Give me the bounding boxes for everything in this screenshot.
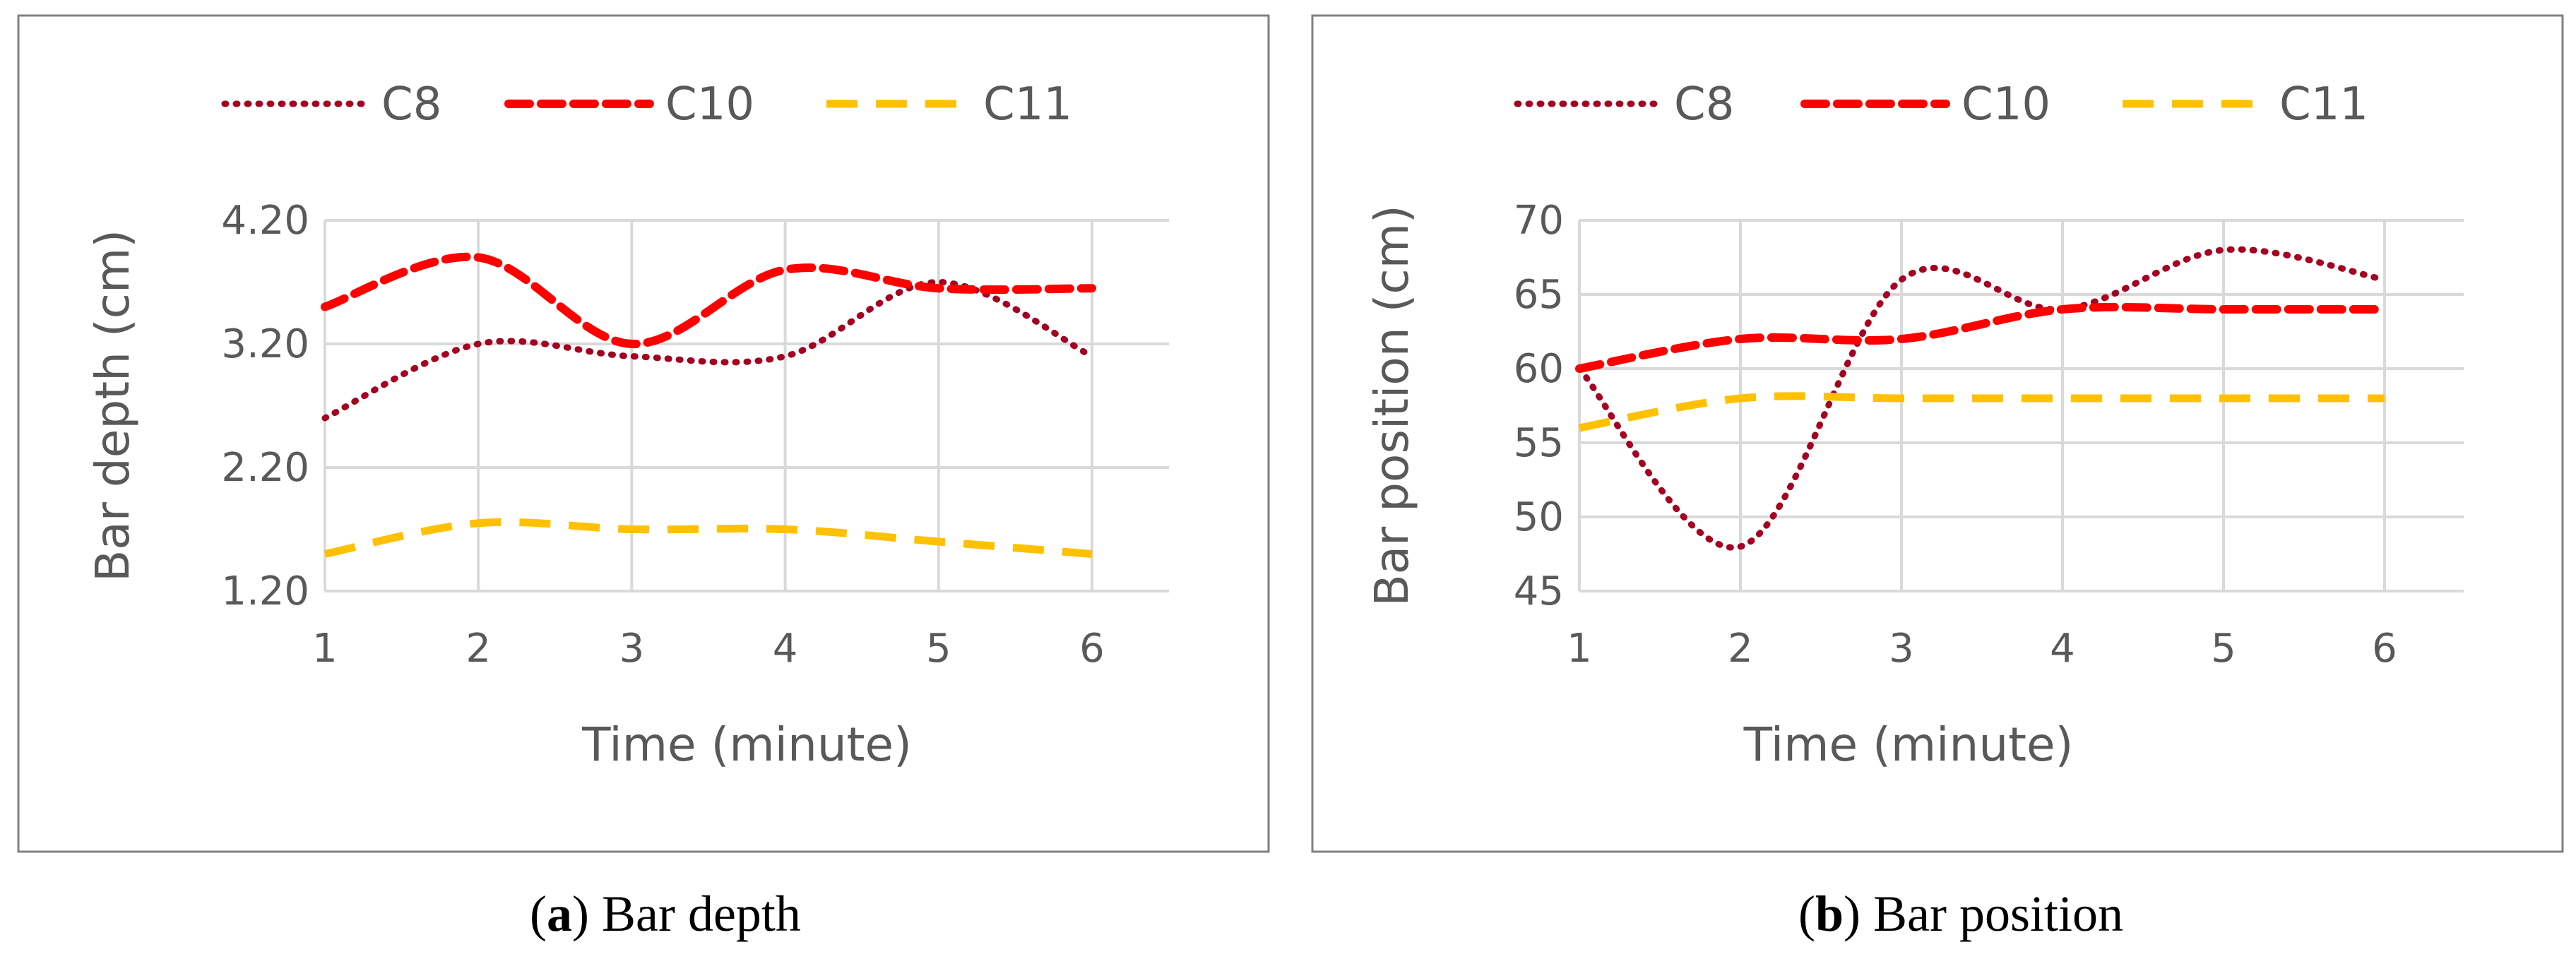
x-tick-label: 3 bbox=[1889, 626, 1914, 672]
series-line-c10 bbox=[321, 252, 1096, 349]
x-tick-label: 6 bbox=[2372, 626, 2397, 672]
y-axis-title: Bar depth (cm) bbox=[85, 230, 140, 582]
chart-panel-a: 1.20 2.20 3.20 4.20 1 2 3 4 5 6 Time (minute) Bar d… bbox=[17, 14, 1270, 942]
x-tick-label: 2 bbox=[465, 626, 491, 672]
chart-frame bbox=[17, 14, 1270, 853]
x-axis-title: Time (minute) bbox=[1743, 717, 2074, 772]
legend-label-c11: C11 bbox=[2279, 78, 2368, 131]
y-tick-label: 1.20 bbox=[221, 568, 309, 614]
chart-frame bbox=[1311, 14, 2564, 853]
y-axis-title: Bar position (cm) bbox=[1365, 205, 1419, 606]
y-tick-label: 55 bbox=[1514, 420, 1564, 466]
legend-label-c10: C10 bbox=[1961, 78, 2050, 131]
caption-paren-open: ( bbox=[1798, 886, 1815, 942]
panel-caption: (a) Bar depth bbox=[530, 886, 801, 942]
x-tick-label: 5 bbox=[2211, 626, 2236, 672]
y-tick-label: 2.20 bbox=[221, 445, 309, 491]
series-line-c10 bbox=[1575, 302, 2389, 373]
x-tick-label: 6 bbox=[1079, 626, 1105, 672]
series-line-c8 bbox=[321, 279, 1096, 422]
x-tick-label: 4 bbox=[773, 626, 798, 672]
legend-label-c10: C10 bbox=[665, 78, 754, 131]
caption-paren-open: ( bbox=[530, 886, 547, 942]
y-tick-label: 65 bbox=[1514, 272, 1564, 318]
series-line-c11 bbox=[1579, 392, 2385, 432]
x-tick-label: 1 bbox=[312, 626, 338, 672]
caption-letter: a bbox=[547, 886, 572, 942]
y-tick-label: 45 bbox=[1514, 568, 1564, 614]
legend-label-c11: C11 bbox=[983, 78, 1072, 131]
caption-text: Bar position bbox=[1860, 886, 2123, 942]
caption-letter: b bbox=[1815, 886, 1844, 942]
caption-paren-close: ) bbox=[572, 886, 589, 942]
legend-label-c8: C8 bbox=[1674, 78, 1734, 131]
x-tick-label: 3 bbox=[619, 626, 645, 672]
caption-text: Bar depth bbox=[589, 886, 801, 942]
y-tick-label: 70 bbox=[1514, 198, 1564, 244]
x-tick-label: 2 bbox=[1728, 626, 1753, 672]
x-tick-label: 5 bbox=[926, 626, 951, 672]
caption-paren-close: ) bbox=[1844, 886, 1860, 942]
legend-label-c8: C8 bbox=[381, 78, 441, 131]
y-tick-label: 4.20 bbox=[221, 198, 309, 244]
series-line-c8 bbox=[1576, 246, 2388, 551]
y-tick-label: 60 bbox=[1514, 346, 1564, 392]
panel-caption: (b) Bar position bbox=[1798, 886, 2123, 942]
x-axis-title: Time (minute) bbox=[581, 717, 912, 772]
x-tick-label: 1 bbox=[1567, 626, 1592, 672]
x-tick-label: 4 bbox=[2050, 626, 2075, 672]
y-tick-label: 50 bbox=[1514, 494, 1564, 540]
y-tick-label: 3.20 bbox=[221, 321, 309, 367]
